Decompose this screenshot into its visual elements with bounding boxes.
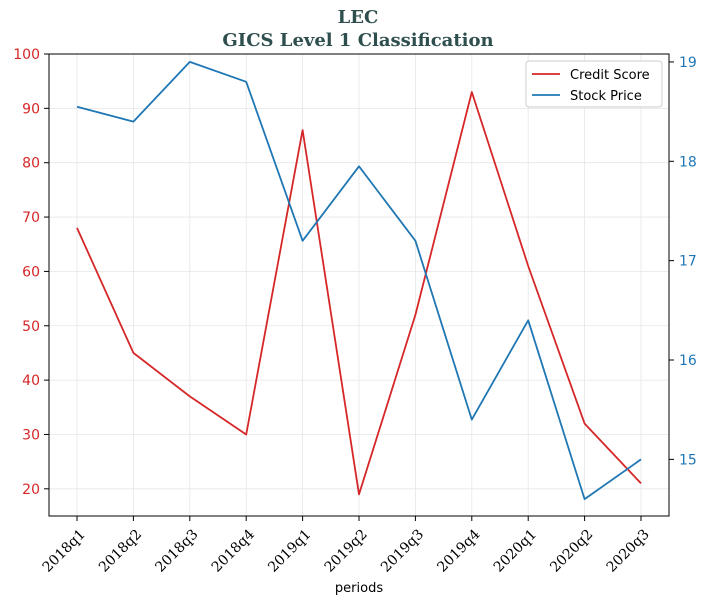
y-left-tick-label: 100 — [13, 47, 40, 63]
x-tick-label: 2019q1 — [265, 526, 314, 575]
y-left-tick-label: 20 — [22, 482, 40, 498]
y-left-tick-label: 30 — [22, 427, 40, 443]
x-tick-label: 2020q2 — [547, 526, 596, 575]
x-tick-label: 2020q1 — [491, 526, 540, 575]
y-right-tick-label: 16 — [679, 353, 697, 369]
y-left-tick-label: 80 — [22, 156, 40, 172]
legend: Credit Score Stock Price — [525, 60, 663, 108]
x-tick-label: 2020q3 — [604, 526, 653, 575]
y-left-tick-label: 90 — [22, 101, 40, 117]
chart-subtitle: GICS Level 1 Classification — [222, 30, 493, 51]
legend-label: Credit Score — [570, 68, 650, 83]
series-line-stock-price — [76, 61, 642, 501]
series-lines — [76, 61, 642, 501]
axis-ticks: 2018q1 2018q2 2018q3 2018q4 2019q1 2019q2 2019… — [13, 47, 697, 576]
y-right-tick-label: 15 — [679, 452, 697, 468]
series-line-credit-score — [76, 91, 642, 496]
y-left-tick-label: 60 — [22, 264, 40, 280]
y-left-tick-label: 70 — [22, 210, 40, 226]
x-tick-label: 2019q4 — [434, 526, 483, 575]
x-tick-label: 2019q2 — [322, 526, 371, 575]
x-axis-label: periods — [335, 581, 383, 596]
legend-label: Stock Price — [570, 89, 642, 104]
grid — [49, 53, 669, 516]
x-tick-label: 2018q2 — [96, 526, 145, 575]
y-right-tick-label: 18 — [679, 154, 697, 170]
x-tick-label: 2018q3 — [152, 526, 201, 575]
y-left-tick-label: 50 — [22, 319, 40, 335]
y-right-tick-label: 19 — [679, 55, 697, 71]
x-tick-label: 2019q3 — [378, 526, 427, 575]
y-right-tick-label: 17 — [679, 254, 697, 270]
plot-frame — [48, 53, 670, 517]
x-tick-label: 2018q1 — [40, 526, 89, 575]
y-left-tick-label: 40 — [22, 373, 40, 389]
chart-title: LEC — [338, 7, 379, 28]
x-tick-label: 2018q4 — [209, 526, 258, 575]
